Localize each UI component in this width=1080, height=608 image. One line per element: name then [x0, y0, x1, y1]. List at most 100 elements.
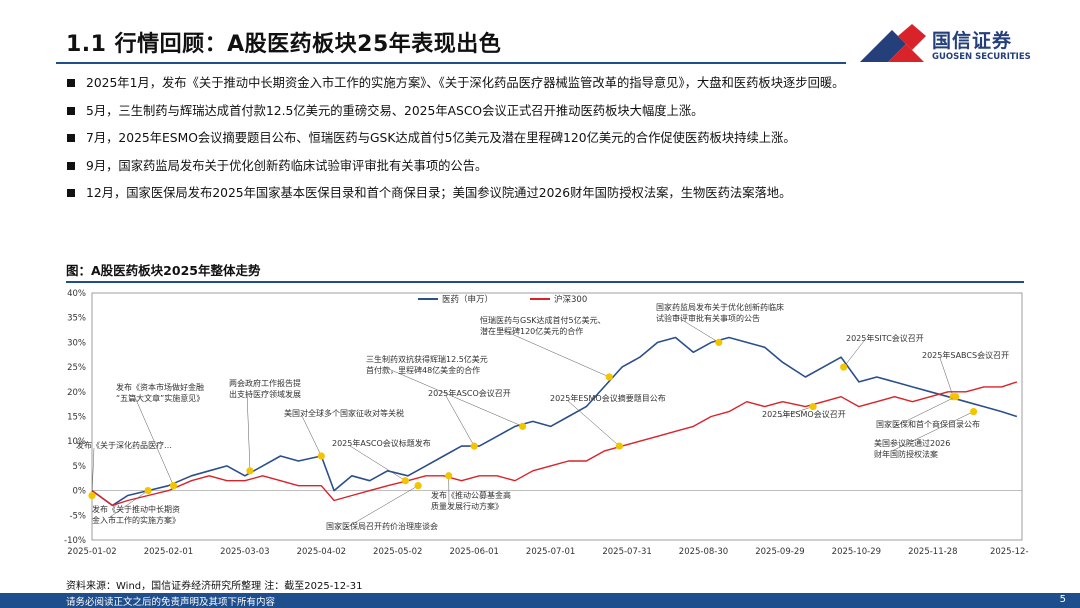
annotation-label: 质量发展行动方案》 [431, 501, 503, 511]
annotation-marker [401, 477, 409, 485]
annotation-label: 2025年ESMO会议召开 [762, 409, 846, 419]
annotation-label: 2025年ASCO会议标题发布 [332, 438, 431, 448]
annotation-leader [843, 340, 865, 368]
annotation-label: 出支持医疗领域发展 [229, 389, 301, 399]
annotation-label: 2025年SITC会议召开 [846, 333, 924, 343]
logo-mark-icon [860, 24, 926, 62]
bullet-text: 12月，国家医保局发布2025年国家基本医保目录和首个商保目录；美国参议院通过2… [86, 186, 792, 200]
annotation-marker [470, 442, 478, 450]
annotation-leader [133, 394, 174, 486]
bullet-text: 9月，国家药监局发布关于优化创新药临床试验审评审批有关事项的公告。 [86, 158, 488, 173]
annotation-marker [715, 338, 723, 346]
plot-frame [91, 292, 1023, 541]
legend-label: 沪深300 [554, 294, 587, 305]
annotation-leader [109, 490, 149, 518]
bullet-text: 2025年1月，发布《关于推动中长期资金入市工作的实施方案》、《关于深化药品医疗… [86, 76, 845, 90]
annotation-marker [519, 422, 527, 430]
annotation-leader [891, 411, 974, 452]
bullet-item: 7月，2025年ESMO会议摘要题目公布、恒瑞医药与GSK达成首付5亿美元及潜在… [66, 129, 1066, 148]
annotation-leader [91, 447, 95, 496]
annotation-label: 首付款，里程碑48亿美金的合作 [366, 365, 480, 375]
annotation-leader [445, 395, 475, 447]
annotation-leader [939, 357, 954, 397]
y-tick-label: 0% [73, 487, 87, 497]
y-tick-label: 10% [67, 437, 86, 447]
x-tick-label: 2025-09-29 [755, 547, 804, 557]
annotation-leader [301, 415, 322, 457]
annotation-label: 国家药监局发布关于优化创新药临床 [656, 302, 784, 312]
x-tick-label: 2025-05-02 [373, 547, 422, 557]
annotation-marker [317, 452, 325, 460]
y-tick-label: 25% [67, 363, 86, 373]
annotation-leader [673, 314, 719, 343]
guosen-logo: 国信证券 GUOSEN SECURITIES [858, 24, 1048, 66]
x-tick-label: 2025-10-29 [832, 547, 881, 557]
annotation-leader [567, 400, 620, 447]
x-tick-label: 2025-12- [990, 547, 1029, 557]
annotation-marker [952, 393, 960, 401]
annotation-label: 2025年ESMO会议摘要题目公布 [550, 393, 666, 403]
annotation-leader [246, 390, 251, 471]
figure-title: 图：A股医药板块2025年整体走势 [66, 263, 261, 278]
bullet-text: 7月，2025年ESMO会议摘要题目公布、恒瑞医药与GSK达成首付5亿美元及潜在… [86, 131, 796, 145]
bullet-square-icon [67, 79, 75, 87]
x-tick-label: 2025-07-31 [602, 547, 651, 557]
bullet-square-icon [67, 161, 75, 170]
annotation-label: 金入市工作的实施方案》 [92, 515, 180, 525]
annotation-label: 美国参议院通过2026 [874, 438, 950, 448]
figure-underline [66, 281, 1024, 283]
annotation-label: 发布《资本市场做好金融 [116, 382, 204, 392]
annotation-leader [497, 327, 610, 378]
annotation-label: 发布《关于推动中长期资 [92, 504, 180, 514]
bullet-square-icon [67, 189, 75, 197]
annotation-label: 2025年ASCO会议召开 [428, 388, 511, 398]
annotation-leader [893, 396, 956, 428]
page-title: 1.1 行情回顾：A股医药板块25年表现出色 [66, 32, 502, 57]
annotation-label: 两会政府工作报告提 [229, 378, 301, 388]
legend-label: 医药（申万） [442, 294, 493, 305]
annotation-marker [615, 442, 624, 450]
y-tick-label: 15% [67, 413, 86, 423]
annotation-leader [383, 366, 523, 427]
annotation-marker [840, 363, 848, 371]
series-line-1 [91, 381, 1018, 507]
annotation-marker [144, 487, 152, 495]
bullet-text: 5月，三生制药与辉瑞达成首付款12.5亿美元的重磅交易、2025年ASCO会议正… [86, 103, 704, 118]
x-tick-label: 2025-08-30 [679, 547, 728, 557]
annotation-label: 试验审评审批有关事项的公告 [656, 313, 760, 323]
y-tick-label: 35% [67, 314, 86, 324]
series-line-0 [91, 336, 1018, 507]
annotation-marker [88, 491, 96, 500]
annotation-marker [445, 472, 453, 480]
title-underline [56, 62, 846, 64]
annotation-marker [246, 467, 254, 475]
pharma-trend-chart: 40% 35% 30% 25% 20% 15% 10% 5% 0% -5% -10%2025-01-… [64, 289, 1029, 557]
annotation-marker [969, 407, 978, 416]
annotation-label: 财年国防授权法案 [874, 449, 938, 459]
annotation-label: 发布《推动公募基金高 [431, 490, 511, 500]
x-tick-label: 2025-04-02 [297, 547, 346, 557]
annotation-marker [809, 403, 817, 411]
annotation-label: 发布《关于深化药品医疗… [76, 440, 172, 450]
bullet-item: 12月，国家医保局发布2025年国家基本医保目录和首个商保目录；美国参议院通过2… [66, 184, 1066, 203]
y-tick-label: -10% [64, 536, 86, 546]
y-tick-label: 20% [67, 388, 86, 398]
bullet-list: 2025年1月，发布《关于推动中长期资金入市工作的实施方案》、《关于深化药品医疗… [66, 74, 1066, 212]
annotation-label: 三生制药双抗获得辉瑞12.5亿美元 [366, 354, 488, 364]
footer-bar: 请务必阅读正文之后的免责声明及其项下所有内容 5 [0, 593, 1080, 608]
page-number: 5 [1059, 594, 1066, 605]
annotation-leader [349, 445, 406, 481]
x-tick-label: 2025-01-02 [67, 547, 116, 557]
logo-cn-text: 国信证券 [932, 30, 1013, 52]
bullet-item: 2025年1月，发布《关于推动中长期资金入市工作的实施方案》、《关于深化药品医疗… [66, 74, 1066, 93]
logo-en-text: GUOSEN SECURITIES [932, 52, 1031, 62]
x-tick-label: 2025-07-01 [526, 547, 575, 557]
bullet-item: 5月，三生制药与辉瑞达成首付款12.5亿美元的重磅交易、2025年ASCO会议正… [66, 102, 1066, 121]
annotation-label: 2025年SABCS会议召开 [922, 350, 1009, 360]
y-tick-label: -5% [69, 511, 86, 521]
bullet-item: 9月，国家药监局发布关于优化创新药临床试验审评审批有关事项的公告。 [66, 157, 1066, 176]
bullet-square-icon [67, 134, 75, 142]
annotation-label: 国家医保局召开药价治理座谈会 [326, 521, 438, 531]
x-tick-label: 2025-02-01 [144, 547, 193, 557]
annotation-leader [779, 406, 814, 418]
